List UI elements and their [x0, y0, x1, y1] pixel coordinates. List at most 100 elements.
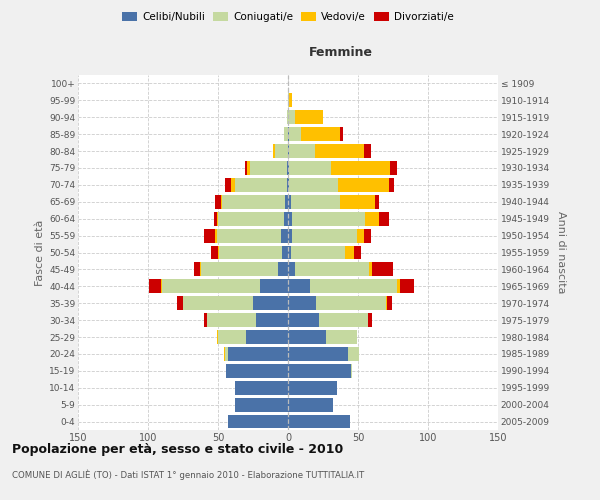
- Bar: [375, 195, 379, 208]
- Bar: [235, 381, 288, 394]
- Bar: [289, 144, 314, 158]
- Bar: [228, 347, 288, 361]
- Bar: [291, 246, 346, 260]
- Bar: [281, 228, 288, 242]
- Bar: [183, 296, 253, 310]
- Bar: [354, 246, 361, 260]
- Bar: [288, 414, 350, 428]
- Bar: [161, 280, 162, 293]
- Bar: [292, 212, 365, 226]
- Bar: [295, 110, 323, 124]
- Bar: [283, 246, 288, 260]
- Bar: [204, 313, 207, 327]
- Bar: [288, 381, 337, 394]
- Bar: [247, 161, 250, 175]
- Bar: [245, 161, 247, 175]
- Bar: [253, 296, 288, 310]
- Bar: [222, 195, 285, 208]
- Bar: [288, 364, 351, 378]
- Bar: [287, 178, 288, 192]
- Bar: [397, 280, 400, 293]
- Bar: [200, 262, 201, 276]
- Bar: [260, 280, 288, 293]
- Bar: [389, 178, 394, 192]
- Bar: [310, 280, 397, 293]
- Bar: [379, 212, 389, 226]
- Bar: [284, 127, 288, 141]
- Bar: [215, 228, 217, 242]
- Bar: [390, 161, 397, 175]
- Bar: [235, 398, 288, 411]
- Bar: [400, 280, 414, 293]
- Bar: [214, 212, 217, 226]
- Bar: [364, 228, 371, 242]
- Bar: [218, 330, 246, 344]
- Bar: [217, 330, 218, 344]
- Bar: [288, 262, 295, 276]
- Bar: [201, 262, 278, 276]
- Text: COMUNE DI AGLIÈ (TO) - Dati ISTAT 1° gennaio 2010 - Elaborazione TUTTITALIA.IT: COMUNE DI AGLIÈ (TO) - Dati ISTAT 1° gen…: [12, 470, 364, 480]
- Bar: [288, 161, 289, 175]
- Bar: [288, 94, 289, 108]
- Bar: [326, 330, 356, 344]
- Bar: [278, 262, 288, 276]
- Bar: [207, 313, 256, 327]
- Bar: [288, 313, 319, 327]
- Y-axis label: Anni di nascita: Anni di nascita: [556, 211, 566, 294]
- Bar: [288, 347, 348, 361]
- Bar: [288, 330, 326, 344]
- Bar: [162, 280, 260, 293]
- Bar: [215, 195, 221, 208]
- Bar: [220, 246, 283, 260]
- Bar: [365, 212, 379, 226]
- Bar: [224, 347, 225, 361]
- Bar: [226, 364, 288, 378]
- Bar: [275, 144, 288, 158]
- Bar: [301, 127, 340, 141]
- Bar: [149, 280, 161, 293]
- Text: Popolazione per età, sesso e stato civile - 2010: Popolazione per età, sesso e stato civil…: [12, 442, 343, 456]
- Bar: [211, 246, 218, 260]
- Bar: [289, 161, 331, 175]
- Bar: [217, 228, 281, 242]
- Bar: [287, 161, 288, 175]
- Bar: [386, 296, 388, 310]
- Bar: [288, 398, 333, 411]
- Bar: [235, 178, 287, 192]
- Text: Femmine: Femmine: [308, 46, 373, 59]
- Bar: [225, 178, 230, 192]
- Bar: [331, 161, 390, 175]
- Bar: [256, 313, 288, 327]
- Bar: [291, 195, 340, 208]
- Bar: [346, 246, 354, 260]
- Bar: [217, 212, 218, 226]
- Bar: [364, 144, 371, 158]
- Bar: [289, 178, 338, 192]
- Bar: [288, 110, 295, 124]
- Bar: [292, 228, 356, 242]
- Bar: [295, 262, 369, 276]
- Bar: [246, 330, 288, 344]
- Legend: Celibi/Nubili, Coniugati/e, Vedovi/e, Divorziati/e: Celibi/Nubili, Coniugati/e, Vedovi/e, Di…: [118, 8, 458, 26]
- Bar: [369, 262, 372, 276]
- Bar: [204, 228, 215, 242]
- Bar: [272, 144, 275, 158]
- Bar: [284, 212, 288, 226]
- Bar: [288, 296, 316, 310]
- Bar: [288, 212, 292, 226]
- Bar: [228, 414, 288, 428]
- Bar: [250, 161, 287, 175]
- Bar: [289, 127, 301, 141]
- Bar: [218, 246, 220, 260]
- Bar: [351, 364, 352, 378]
- Bar: [348, 347, 359, 361]
- Bar: [230, 178, 235, 192]
- Bar: [340, 127, 343, 141]
- Bar: [288, 195, 291, 208]
- Bar: [388, 296, 392, 310]
- Bar: [356, 228, 364, 242]
- Bar: [338, 178, 389, 192]
- Bar: [287, 110, 288, 124]
- Bar: [368, 313, 372, 327]
- Y-axis label: Fasce di età: Fasce di età: [35, 220, 45, 286]
